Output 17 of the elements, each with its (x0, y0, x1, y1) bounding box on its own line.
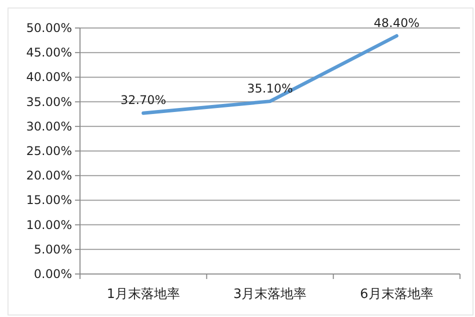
y-tick-label: 20.00% (26, 168, 72, 183)
data-label: 35.10% (247, 81, 293, 96)
y-tick-label: 10.00% (26, 218, 72, 232)
x-tick-label: 3月末落地率 (233, 286, 307, 302)
y-tick-label: 35.00% (26, 94, 72, 109)
data-label: 48.40% (374, 16, 420, 30)
y-tick-label: 45.00% (26, 46, 72, 60)
y-tick-label: 30.00% (26, 119, 72, 134)
x-tick-label: 1月末落地率 (106, 286, 180, 302)
y-tick-label: 40.00% (26, 70, 72, 84)
x-tick-label: 6月末落地率 (360, 286, 434, 302)
y-tick-label: 15.00% (26, 193, 72, 208)
y-tick-label: 50.00% (26, 21, 72, 35)
y-tick-label: 5.00% (34, 242, 72, 256)
data-label: 32.70% (120, 93, 166, 108)
y-tick-label: 0.00% (34, 267, 72, 281)
y-tick-label: 25.00% (26, 144, 72, 158)
